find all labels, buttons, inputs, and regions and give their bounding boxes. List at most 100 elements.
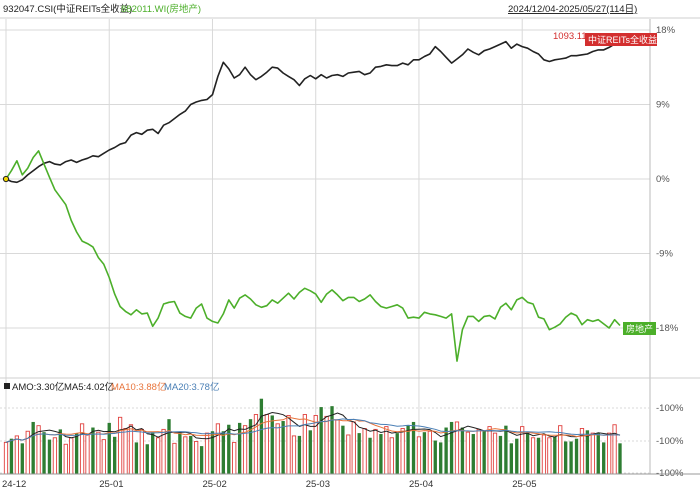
series-line-reits (5, 40, 621, 184)
volume-bar-up (194, 441, 199, 475)
volume-bar-up (96, 431, 101, 475)
reits-end-label-text: 中证REITs全收益 (588, 34, 657, 45)
property-end-label-text: 房地产 (626, 323, 653, 334)
volume-bar-up (286, 414, 291, 475)
main-grid (0, 19, 651, 474)
volume-bar-down (113, 436, 117, 474)
property-end-label: 房地产 (623, 322, 656, 335)
volume-bar-up (607, 432, 612, 475)
volume-bar-down (31, 421, 35, 474)
volume-bar-down (74, 433, 79, 474)
volume-bar-up (335, 419, 340, 475)
volume-bars (3, 398, 622, 475)
volume-bar-up (487, 426, 492, 475)
volume-bar-up (547, 437, 552, 475)
volume-bar-up (264, 414, 269, 475)
volume-bar-up (139, 428, 144, 475)
volume-bar-up (476, 428, 481, 475)
header-series1-code: 932047.CSI(中证REITs全收益) (3, 3, 132, 15)
volume-bar-up (52, 437, 58, 475)
volume-bar-down (504, 425, 508, 474)
header-date-range[interactable]: 2024/12/04-2025/05/27(114日) (508, 4, 637, 15)
volume-bar-down (20, 443, 24, 474)
volume-bar-down (189, 435, 193, 474)
volume-bar-down (536, 437, 541, 474)
volume-bar-up (85, 434, 90, 475)
volume-bar-down (498, 435, 503, 474)
volume-bar-down (482, 431, 486, 474)
volume-bar-up (346, 434, 351, 475)
main-y-tick-label: 9% (656, 100, 670, 111)
x-tick-label: 24-12 (2, 479, 26, 490)
volume-bar-down (151, 432, 155, 474)
x-tick-label: 25-03 (306, 479, 330, 490)
volume-bar-up (291, 435, 297, 475)
volume-bar-up (183, 436, 188, 475)
volume-bar-down (167, 419, 171, 474)
volume-bar-down (433, 440, 437, 474)
main-y-tick-label: 0% (656, 174, 670, 185)
volume-y-tick-labels: -100%-100%-100% (656, 403, 684, 479)
volume-ma20-line (5, 418, 620, 443)
volume-legend-marker (4, 383, 10, 389)
volume-bar-down (515, 438, 519, 474)
volume-bar-down (563, 441, 568, 474)
volume-legend: AMO:3.30亿 MA5:4.02亿 MA10:3.88亿 MA20:3.78… (4, 381, 219, 393)
volume-bar-up (373, 428, 378, 475)
volume-bar-up (400, 428, 405, 475)
volume-bar-down (422, 432, 427, 474)
volume-bar-down (569, 441, 573, 474)
volume-bar-up (69, 437, 74, 475)
volume-bar-down (444, 427, 448, 474)
volume-bar-down (145, 444, 149, 474)
volume-bar-down (248, 419, 253, 474)
volume-bar-up (324, 415, 329, 475)
volume-bar-up (14, 435, 19, 475)
volume-bar-up (128, 424, 134, 475)
volume-bar-down (368, 437, 372, 474)
volume-bar-down (308, 430, 312, 474)
volume-bar-up (204, 432, 210, 475)
volume-bar-down (406, 425, 410, 474)
volume-bar-down (357, 433, 361, 474)
main-series-lines (5, 40, 621, 362)
volume-bar-up (275, 423, 280, 475)
x-tick-label: 25-04 (409, 479, 433, 490)
x-tick-label: 25-02 (202, 479, 226, 490)
volume-bar-down (42, 432, 46, 474)
volume-bar-up (232, 441, 237, 475)
property-end-label-box (623, 322, 656, 335)
volume-bar-up (215, 423, 221, 475)
volume-bar-up (3, 441, 9, 475)
volume-bar-down (618, 443, 622, 474)
series-line-property (5, 150, 621, 362)
volume-bar-down (281, 421, 285, 474)
volume-bar-down (585, 430, 590, 474)
volume-bar-down (574, 438, 579, 474)
volume-bar-up (384, 426, 389, 475)
main-y-tick-label: -18% (656, 323, 679, 334)
reits-end-label: 1093.11 中证REITs全收益 (553, 31, 657, 46)
volume-legend-ma5: MA5:4.02亿 (64, 381, 114, 393)
volume-bar-down (107, 422, 111, 474)
volume-bar-down (395, 433, 399, 474)
volume-bar-down (596, 433, 600, 474)
main-y-tick-label: 18% (656, 25, 676, 36)
volume-bar-up (101, 439, 106, 475)
volume-bar-down (259, 398, 264, 474)
reits-last-value-label: 1093.11 (553, 31, 587, 42)
volume-legend-ma20: MA20:3.78亿 (164, 381, 219, 393)
volume-bar-down (47, 439, 52, 474)
volume-bar-up (63, 443, 68, 475)
volume-bar-down (525, 432, 530, 474)
volume-bar-down (330, 406, 334, 474)
volume-bar-down (297, 435, 302, 474)
volume-bar-up (36, 425, 41, 475)
volume-bar-up (427, 430, 432, 475)
volume-bar-down (460, 427, 465, 474)
volume-y-tick-label: -100% (656, 403, 684, 414)
volume-bar-up (465, 431, 470, 475)
volume-bar-up (117, 416, 123, 475)
volume-bar-up (541, 434, 547, 475)
